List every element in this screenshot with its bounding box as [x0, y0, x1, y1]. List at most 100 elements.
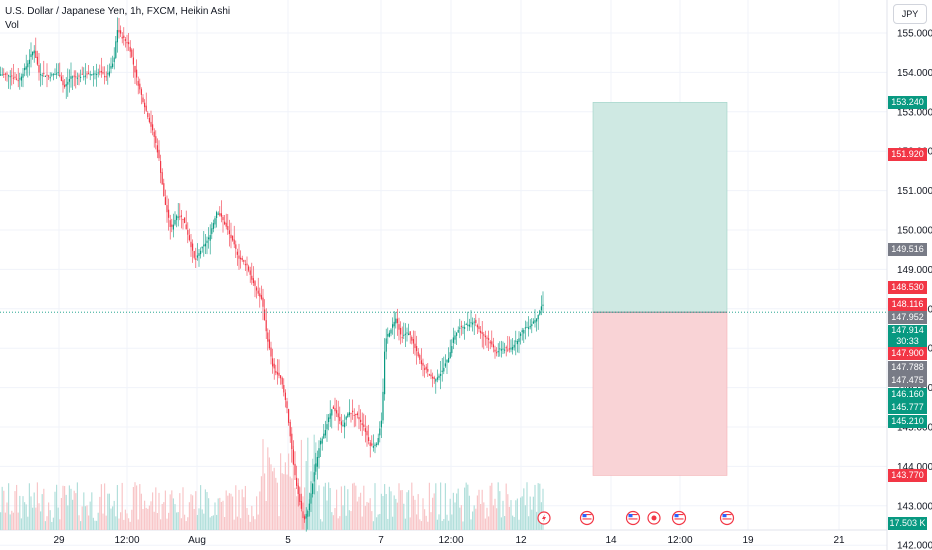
volume-bar — [84, 506, 86, 530]
y-tick-label: 150.000 — [897, 226, 932, 237]
volume-bar — [507, 494, 509, 530]
candles — [0, 17, 544, 532]
volume-bar — [358, 496, 360, 530]
us-flag-icon[interactable] — [719, 510, 735, 526]
candle-body — [148, 117, 150, 123]
volume-bar — [390, 491, 392, 530]
candle-body — [320, 440, 322, 445]
candle-body — [363, 424, 365, 428]
candle-body — [307, 510, 309, 517]
volume-bar — [91, 492, 93, 530]
volume-bar — [33, 492, 35, 530]
volume-bar — [240, 518, 242, 530]
candle-body — [171, 224, 173, 227]
candle-body — [36, 56, 38, 65]
volume-bar — [476, 495, 478, 530]
candle-body — [534, 320, 536, 323]
candle-body — [67, 81, 69, 85]
candle-body — [161, 172, 163, 185]
candle-body — [310, 493, 312, 504]
volume-bar — [65, 494, 67, 530]
candle-body — [164, 197, 166, 205]
volume-bar — [488, 516, 490, 530]
record-icon[interactable] — [647, 511, 661, 525]
candle-body — [443, 367, 445, 372]
volume-bar — [542, 488, 544, 530]
candle-body — [395, 318, 397, 324]
volume-bar — [62, 485, 64, 530]
candle-body — [276, 372, 278, 375]
candle-body — [528, 327, 530, 330]
candle-body — [347, 413, 349, 418]
volume-bar — [100, 484, 102, 530]
us-flag-icon[interactable] — [579, 510, 595, 526]
volume-bar — [249, 521, 251, 530]
candle-body — [488, 338, 490, 340]
volume-bars — [0, 434, 544, 530]
candle-body — [384, 351, 386, 395]
volume-bar — [521, 496, 523, 530]
candle-body — [156, 145, 158, 153]
volume-bar — [536, 511, 538, 530]
candle-body — [305, 513, 307, 519]
candle-body — [97, 72, 99, 74]
volume-bar — [494, 498, 496, 530]
candle-body — [265, 320, 267, 332]
volume-bar — [212, 515, 214, 530]
candle-body — [160, 161, 162, 173]
volume-bar — [472, 511, 474, 530]
candle-body — [233, 239, 235, 245]
candle-body — [440, 373, 442, 376]
candle-body — [230, 234, 232, 239]
volume-bar — [35, 507, 37, 530]
candle-body — [57, 72, 59, 74]
candle-body — [294, 463, 296, 476]
candle-body — [516, 341, 518, 345]
candle-body — [286, 401, 288, 409]
candle-body — [86, 73, 88, 75]
time-axis[interactable]: 29 12:00 Aug 5 7 12:00 12 14 12:00 19 21 — [53, 535, 845, 546]
lightning-icon[interactable] — [537, 511, 551, 525]
us-flag-icon[interactable] — [625, 510, 641, 526]
position-tool[interactable] — [592, 102, 728, 476]
candle-body — [137, 80, 139, 86]
volume-bar — [148, 505, 150, 530]
volume-bar — [164, 490, 166, 530]
volume-bar — [451, 514, 453, 530]
candle-body — [1, 74, 3, 76]
candle-body — [273, 363, 275, 369]
volume-bar — [254, 519, 256, 530]
volume-bar — [427, 521, 429, 530]
candle-body — [372, 446, 374, 448]
volume-bar — [257, 514, 259, 530]
candle-body — [84, 75, 86, 77]
currency-button[interactable]: JPY — [893, 4, 927, 24]
candle-body — [88, 72, 90, 74]
volume-bar — [20, 518, 22, 530]
candle-body — [16, 78, 18, 80]
volume-bar — [385, 494, 387, 530]
event-markers[interactable] — [537, 510, 735, 526]
volume-bar — [350, 511, 352, 530]
volume-bar — [32, 507, 34, 530]
candle-body — [371, 443, 373, 446]
candle-body — [129, 46, 131, 52]
volume-bar — [30, 496, 32, 530]
volume-bar — [104, 483, 106, 530]
y-tick-label: 144.000 — [897, 462, 932, 473]
candle-body — [404, 333, 406, 335]
candle-body — [217, 213, 219, 215]
us-flag-icon[interactable] — [671, 510, 687, 526]
volume-bar — [184, 514, 186, 530]
volume-bar — [275, 477, 277, 530]
candle-body — [212, 223, 214, 229]
volume-bar — [174, 504, 176, 530]
volume-bar — [280, 453, 282, 530]
candle-body — [115, 41, 117, 58]
volume-bar — [388, 486, 390, 530]
candle-body — [184, 217, 186, 223]
volume-bar — [422, 498, 424, 530]
candle-body — [312, 483, 314, 494]
candle-body — [272, 358, 274, 367]
